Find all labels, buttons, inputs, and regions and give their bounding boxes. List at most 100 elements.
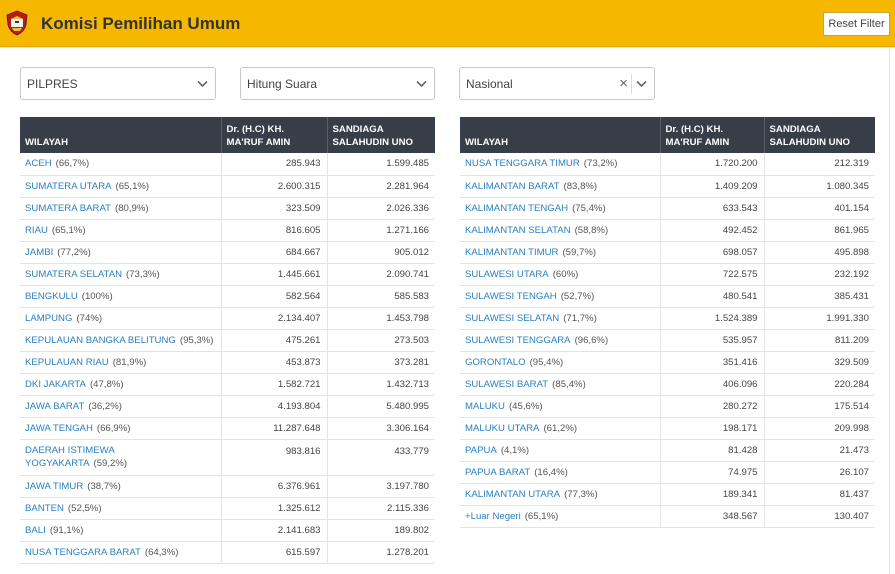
table-row: BALI (91,1%) 2.141.683 189.802 bbox=[20, 519, 435, 542]
mode-select[interactable]: Hitung Suara bbox=[240, 67, 435, 100]
candidate1-votes: 1.445.661 bbox=[220, 263, 327, 286]
table-row: MALUKU UTARA (61,2%) 198.171 209.998 bbox=[460, 417, 875, 440]
region-link[interactable]: KEPULAUAN BANGKA BELITUNG bbox=[25, 334, 176, 346]
table-row: SUMATERA UTARA (65,1%) 2.600.315 2.281.964 bbox=[20, 175, 435, 198]
progress-percent: (47,8%) bbox=[89, 378, 124, 390]
chevron-down-icon bbox=[197, 80, 208, 88]
mode-select-value: Hitung Suara bbox=[247, 77, 318, 91]
region-link[interactable]: SULAWESI SELATAN bbox=[465, 312, 560, 324]
candidate2-votes: 220.284 bbox=[763, 373, 875, 396]
region-link[interactable]: JAWA TENGAH bbox=[25, 422, 93, 434]
region-link[interactable]: MALUKU UTARA bbox=[465, 422, 540, 434]
region-link[interactable]: JAWA TIMUR bbox=[25, 480, 84, 492]
candidate1-votes: 6.376.961 bbox=[220, 475, 327, 498]
candidate1-votes: 684.667 bbox=[220, 241, 327, 264]
region-cell: LAMPUNG (74%) bbox=[20, 307, 221, 330]
candidate1-votes: 582.564 bbox=[220, 285, 327, 308]
clear-icon[interactable]: × bbox=[619, 75, 628, 92]
scope-select-value: Nasional bbox=[466, 77, 513, 91]
region-link[interactable]: SUMATERA UTARA bbox=[25, 180, 112, 192]
progress-percent: (95,3%) bbox=[179, 334, 214, 346]
candidate1-votes: 351.416 bbox=[659, 351, 764, 374]
region-link[interactable]: +Luar Negeri bbox=[465, 510, 521, 522]
candidate2-votes: 1.278.201 bbox=[326, 541, 435, 564]
region-link[interactable]: ACEH bbox=[25, 158, 52, 170]
column-header-wilayah[interactable]: WILAYAH bbox=[20, 117, 221, 153]
region-link[interactable]: RIAU bbox=[25, 224, 48, 236]
column-header-candidate2[interactable]: SANDIAGA SALAHUDIN UNO bbox=[326, 117, 435, 153]
table-row: KALIMANTAN BARAT (83,8%) 1.409.209 1.080.34… bbox=[460, 175, 875, 198]
region-link[interactable]: NUSA TENGGARA TIMUR bbox=[465, 158, 580, 170]
table-row: KEPULAUAN RIAU (81,9%) 453.873 373.281 bbox=[20, 351, 435, 374]
column-header-candidate2[interactable]: SANDIAGA SALAHUDIN UNO bbox=[763, 117, 875, 153]
region-link[interactable]: BANTEN bbox=[25, 502, 64, 514]
candidate1-votes: 2.141.683 bbox=[220, 519, 327, 542]
table-row: BENGKULU (100%) 582.564 585.583 bbox=[20, 285, 435, 308]
region-cell: MALUKU (45,6%) bbox=[460, 395, 660, 418]
region-cell: NUSA TENGGARA TIMUR (73,2%) bbox=[460, 153, 660, 176]
region-link[interactable]: DKI JAKARTA bbox=[25, 378, 86, 390]
candidate1-votes: 816.605 bbox=[220, 219, 327, 242]
candidate2-votes: 21.473 bbox=[763, 439, 875, 462]
candidate2-votes: 585.583 bbox=[326, 285, 435, 308]
candidate2-votes: 1.599.485 bbox=[326, 153, 435, 176]
region-link[interactable]: BENGKULU bbox=[25, 290, 78, 302]
region-link[interactable]: SULAWESI BARAT bbox=[465, 378, 549, 390]
region-link[interactable]: NUSA TENGGARA BARAT bbox=[25, 546, 141, 558]
region-link[interactable]: JAMBI bbox=[25, 246, 54, 258]
region-link[interactable]: PAPUA BARAT bbox=[465, 466, 531, 478]
region-cell: DKI JAKARTA (47,8%) bbox=[20, 373, 221, 396]
election-select-value: PILPRES bbox=[27, 77, 78, 91]
progress-percent: (95,4%) bbox=[529, 356, 564, 368]
region-link[interactable]: KALIMANTAN BARAT bbox=[465, 180, 560, 192]
candidate1-votes: 633.543 bbox=[659, 197, 764, 220]
region-link[interactable]: SUMATERA SELATAN bbox=[25, 268, 123, 280]
region-link[interactable]: KALIMANTAN UTARA bbox=[465, 488, 561, 500]
progress-percent: (77,2%) bbox=[57, 246, 91, 258]
candidate2-votes: 329.509 bbox=[763, 351, 875, 374]
region-link[interactable]: KALIMANTAN TENGAH bbox=[465, 202, 569, 214]
region-link[interactable]: SULAWESI TENGAH bbox=[465, 290, 557, 302]
candidate1-votes: 983.816 bbox=[220, 439, 327, 476]
region-cell: DAERAH ISTIMEWA YOGYAKARTA (59,2%) bbox=[20, 439, 221, 476]
election-select[interactable]: PILPRES bbox=[20, 67, 216, 100]
region-link[interactable]: SUMATERA BARAT bbox=[25, 202, 112, 214]
region-link[interactable]: KALIMANTAN SELATAN bbox=[465, 224, 571, 236]
region-link[interactable]: KEPULAUAN RIAU bbox=[25, 356, 109, 368]
progress-percent: (66,9%) bbox=[96, 422, 131, 434]
region-cell: JAMBI (77,2%) bbox=[20, 241, 221, 264]
region-link[interactable]: PAPUA bbox=[465, 444, 497, 456]
candidate1-votes: 198.171 bbox=[659, 417, 764, 440]
region-cell: RIAU (65,1%) bbox=[20, 219, 221, 242]
progress-percent: (91,1%) bbox=[49, 524, 84, 536]
results-table-right: WILAYAH Dr. (H.C) KH. MA'RUF AMIN SANDIA… bbox=[460, 117, 875, 528]
candidate2-votes: 2.281.964 bbox=[326, 175, 435, 198]
region-link[interactable]: SULAWESI TENGGARA bbox=[465, 334, 571, 346]
progress-percent: (81,9%) bbox=[112, 356, 147, 368]
region-link[interactable]: GORONTALO bbox=[465, 356, 526, 368]
region-link[interactable]: MALUKU bbox=[465, 400, 505, 412]
column-header-candidate1[interactable]: Dr. (H.C) KH. MA'RUF AMIN bbox=[659, 117, 764, 153]
candidate2-votes: 1.991.330 bbox=[763, 307, 875, 330]
reset-filter-button[interactable]: Reset Filter bbox=[823, 12, 890, 36]
candidate2-votes: 1.271.166 bbox=[326, 219, 435, 242]
region-cell: JAWA TIMUR (38,7%) bbox=[20, 475, 221, 498]
progress-percent: (58,8%) bbox=[574, 224, 609, 236]
candidate1-votes: 480.541 bbox=[659, 285, 764, 308]
region-link[interactable]: SULAWESI UTARA bbox=[465, 268, 549, 280]
region-link[interactable]: JAWA BARAT bbox=[25, 400, 85, 412]
candidate1-votes: 348.567 bbox=[659, 505, 764, 528]
column-header-wilayah[interactable]: WILAYAH bbox=[460, 117, 660, 153]
region-link[interactable]: LAMPUNG bbox=[25, 312, 73, 324]
region-link[interactable]: BALI bbox=[25, 524, 46, 536]
region-link[interactable]: KALIMANTAN TIMUR bbox=[465, 246, 559, 258]
column-header-candidate1[interactable]: Dr. (H.C) KH. MA'RUF AMIN bbox=[220, 117, 327, 153]
candidate1-votes: 2.600.315 bbox=[220, 175, 327, 198]
progress-percent: (59,7%) bbox=[562, 246, 597, 258]
candidate1-votes: 698.057 bbox=[659, 241, 764, 264]
scope-select[interactable]: Nasional × bbox=[459, 67, 655, 100]
region-cell: BANTEN (52,5%) bbox=[20, 497, 221, 520]
progress-percent: (77,3%) bbox=[564, 488, 598, 500]
region-cell: MALUKU UTARA (61,2%) bbox=[460, 417, 660, 440]
region-link[interactable]: DAERAH ISTIMEWA YOGYAKARTA bbox=[25, 445, 115, 469]
